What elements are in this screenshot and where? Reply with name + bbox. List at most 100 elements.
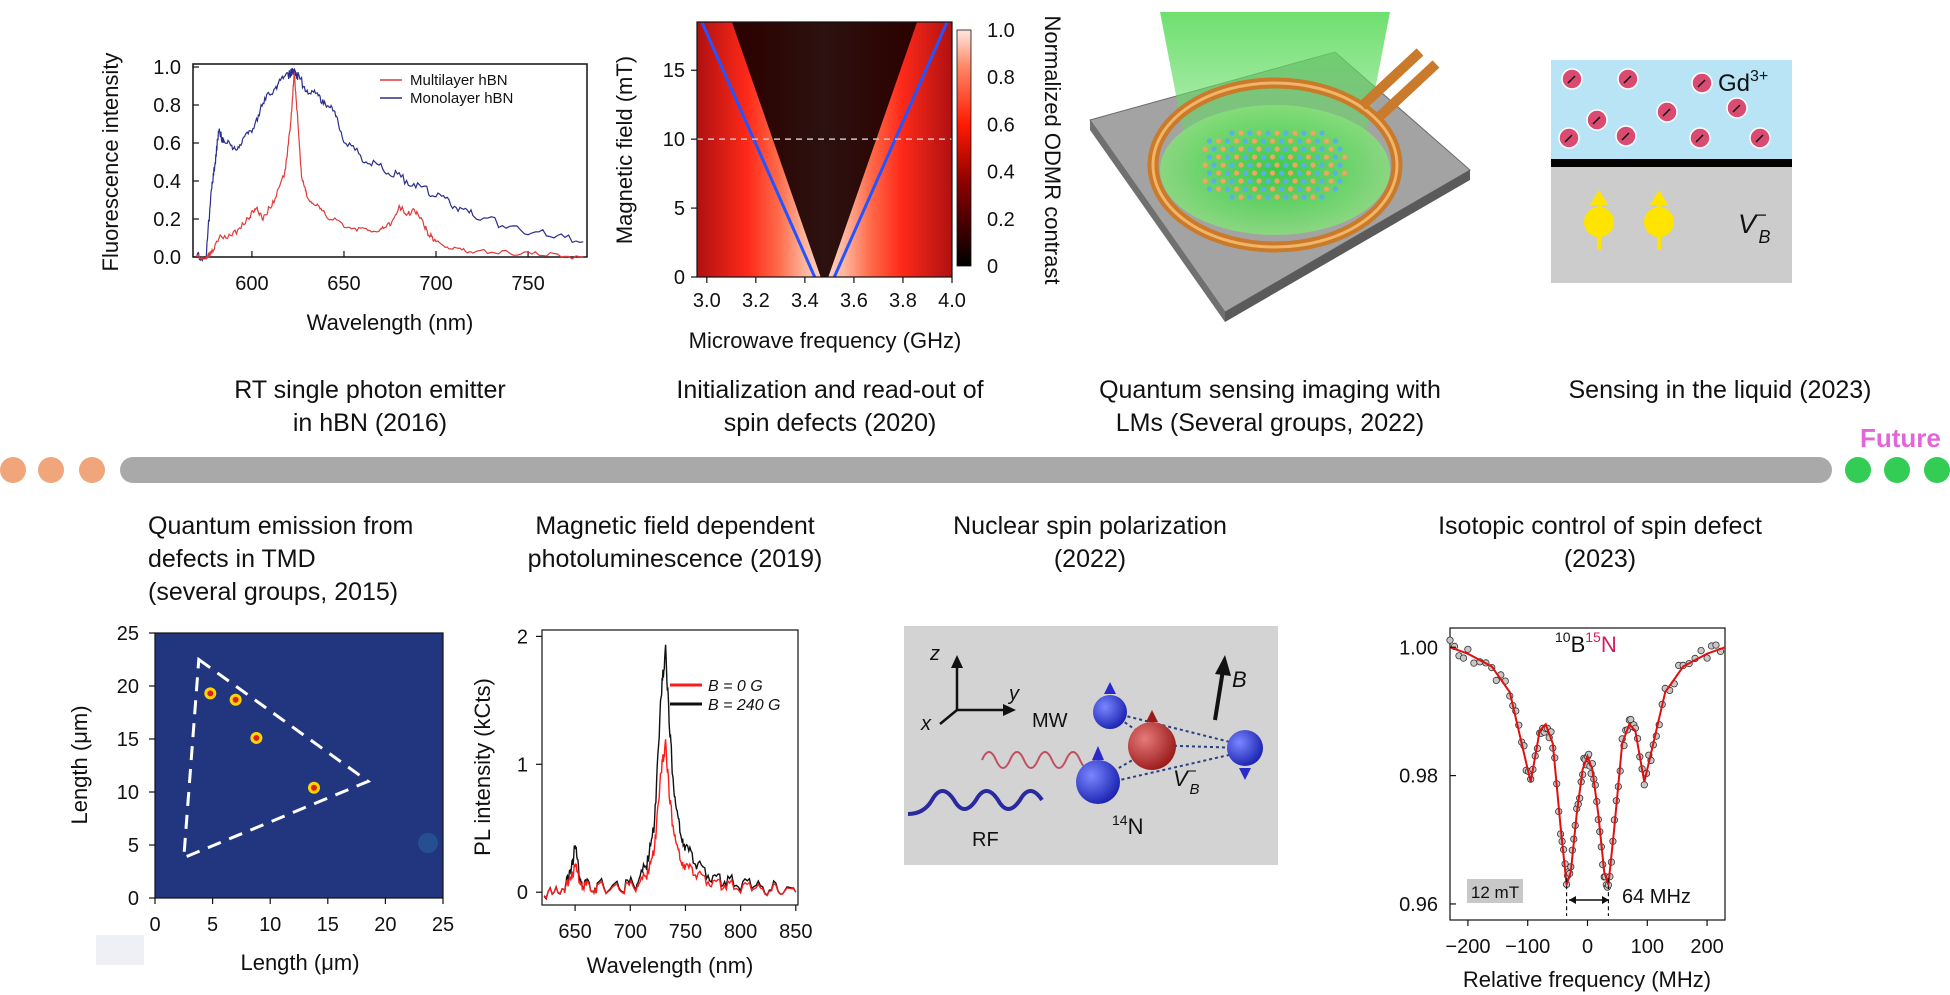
- field-label: 12 mT: [1471, 883, 1519, 902]
- lattice-atom: [1319, 162, 1325, 168]
- lattice-atom: [1224, 186, 1231, 192]
- caption-spin-readout: Initialization and read-out of spin defe…: [676, 376, 984, 437]
- vb-spin-arrowhead: [1590, 190, 1608, 205]
- caption-tmd: Quantum emission from defects in TMD (se…: [148, 512, 414, 606]
- gd-ion-spin: [1732, 104, 1741, 113]
- vb-defect-label: V− B: [1173, 763, 1199, 798]
- x-tick-label: −100: [1505, 936, 1550, 958]
- lattice-atom: [1220, 162, 1226, 168]
- lattice-atom: [1274, 194, 1280, 200]
- y-tick-label: 10: [663, 129, 685, 151]
- lattice-atom: [1274, 162, 1280, 168]
- x-tick-label: 3.8: [889, 290, 917, 312]
- lattice-atom: [1233, 138, 1240, 144]
- lattice-atom: [1310, 146, 1316, 152]
- past-dot-2: [38, 457, 64, 483]
- gd-ion-spin: [1592, 116, 1601, 125]
- lattice-atom: [1292, 194, 1298, 200]
- lattice-atom: [1296, 138, 1303, 144]
- axis-x: x: [920, 713, 932, 735]
- data-point: [1640, 781, 1648, 789]
- lattice-atom: [1229, 130, 1235, 136]
- caption-hbn-emitter: RT single photon emitter in hBN (2016): [234, 376, 506, 437]
- tmd-blob: [418, 833, 438, 853]
- lattice-atom: [1305, 138, 1312, 144]
- lattice-atom: [1332, 186, 1339, 192]
- lattice-atom: [1215, 186, 1222, 192]
- data-point: [1627, 715, 1635, 724]
- y-tick-label: 0.6: [153, 133, 181, 155]
- gd-ion-spin: [1755, 134, 1764, 143]
- lattice-atom: [1305, 154, 1312, 160]
- y-tick-label: 0: [128, 888, 139, 910]
- lattice-atom: [1269, 170, 1276, 176]
- past-dot-1: [0, 457, 26, 483]
- rf-label: RF: [972, 829, 999, 851]
- lattice-atom: [1242, 154, 1249, 160]
- legend-b0: B = 0 G: [708, 678, 763, 695]
- legend-b240: B = 240 G: [708, 697, 781, 714]
- colorbar-label: Normalized ODMR contrast: [1040, 16, 1065, 285]
- y-tick-label: 20: [117, 676, 139, 698]
- x-axis-label: Microwave frequency (GHz): [689, 328, 962, 353]
- x-tick-label: 650: [558, 921, 591, 943]
- lattice-atom: [1283, 146, 1289, 152]
- y-tick-label: 15: [117, 729, 139, 751]
- loop-lead-1: [1358, 48, 1424, 110]
- x-tick-label: 600: [235, 273, 268, 295]
- hbn-flake: [1202, 130, 1348, 200]
- lattice-atom: [1301, 194, 1307, 200]
- lattice-atom: [1265, 178, 1271, 184]
- lattice-atom: [1233, 170, 1240, 176]
- lattice-atom: [1215, 170, 1222, 176]
- lattice-atom: [1292, 162, 1298, 168]
- lattice-atom: [1310, 162, 1316, 168]
- lattice-atom: [1206, 138, 1213, 144]
- gd-ion-spin: [1623, 75, 1632, 84]
- lattice-atom: [1278, 170, 1285, 176]
- y-tick-label: 2: [517, 626, 528, 648]
- nuclear-spin-diagram: z y x B MW RF V− B 14N: [904, 626, 1278, 865]
- timeline-bar: [120, 457, 1832, 483]
- lattice-atom: [1323, 186, 1330, 192]
- lattice-atom: [1296, 170, 1303, 176]
- lattice-atom: [1215, 154, 1222, 160]
- lattice-atom: [1247, 130, 1253, 136]
- lattice-atom: [1215, 138, 1222, 144]
- data-point: [1464, 645, 1472, 653]
- colorbar-tick-label: 1.0: [987, 20, 1015, 42]
- x-tick-label: 100: [1631, 936, 1664, 958]
- lattice-atom: [1337, 146, 1343, 152]
- lattice-atom: [1287, 186, 1294, 192]
- lattice-atom: [1341, 154, 1348, 160]
- lattice-atom: [1323, 170, 1330, 176]
- isotope-label: 10B15N: [1555, 629, 1617, 657]
- plot-frame: [192, 63, 588, 258]
- lattice-atom: [1296, 154, 1303, 160]
- x-axis-label: Wavelength (nm): [587, 953, 754, 978]
- lattice-atom: [1229, 178, 1235, 184]
- lattice-atom: [1260, 170, 1267, 176]
- y-tick-label: 0.8: [153, 95, 181, 117]
- lattice-atom: [1224, 138, 1231, 144]
- data-point: [1492, 676, 1500, 685]
- lattice-atom: [1242, 186, 1249, 192]
- x-tick-label: 750: [669, 921, 702, 943]
- y-tick-label: 10: [117, 782, 139, 804]
- lattice-atom: [1224, 170, 1231, 176]
- lattice-atom: [1332, 138, 1339, 144]
- colorbar-tick-label: 0.2: [987, 209, 1015, 231]
- lattice-atom: [1337, 178, 1343, 184]
- x-tick-label: 10: [259, 914, 281, 936]
- lattice-atom: [1229, 162, 1235, 168]
- plot-frame: [696, 21, 953, 278]
- lattice-atom: [1287, 154, 1294, 160]
- y-tick-label: 0: [517, 882, 528, 904]
- y-axis-label: PL intensity (kCts): [470, 678, 495, 856]
- lattice-atom: [1202, 146, 1208, 152]
- tmd-heatmap: [155, 633, 443, 898]
- vb-spin-arrowhead: [1650, 190, 1668, 205]
- x-tick-label: −200: [1445, 936, 1490, 958]
- loop-imaging-diagram: [1089, 12, 1471, 322]
